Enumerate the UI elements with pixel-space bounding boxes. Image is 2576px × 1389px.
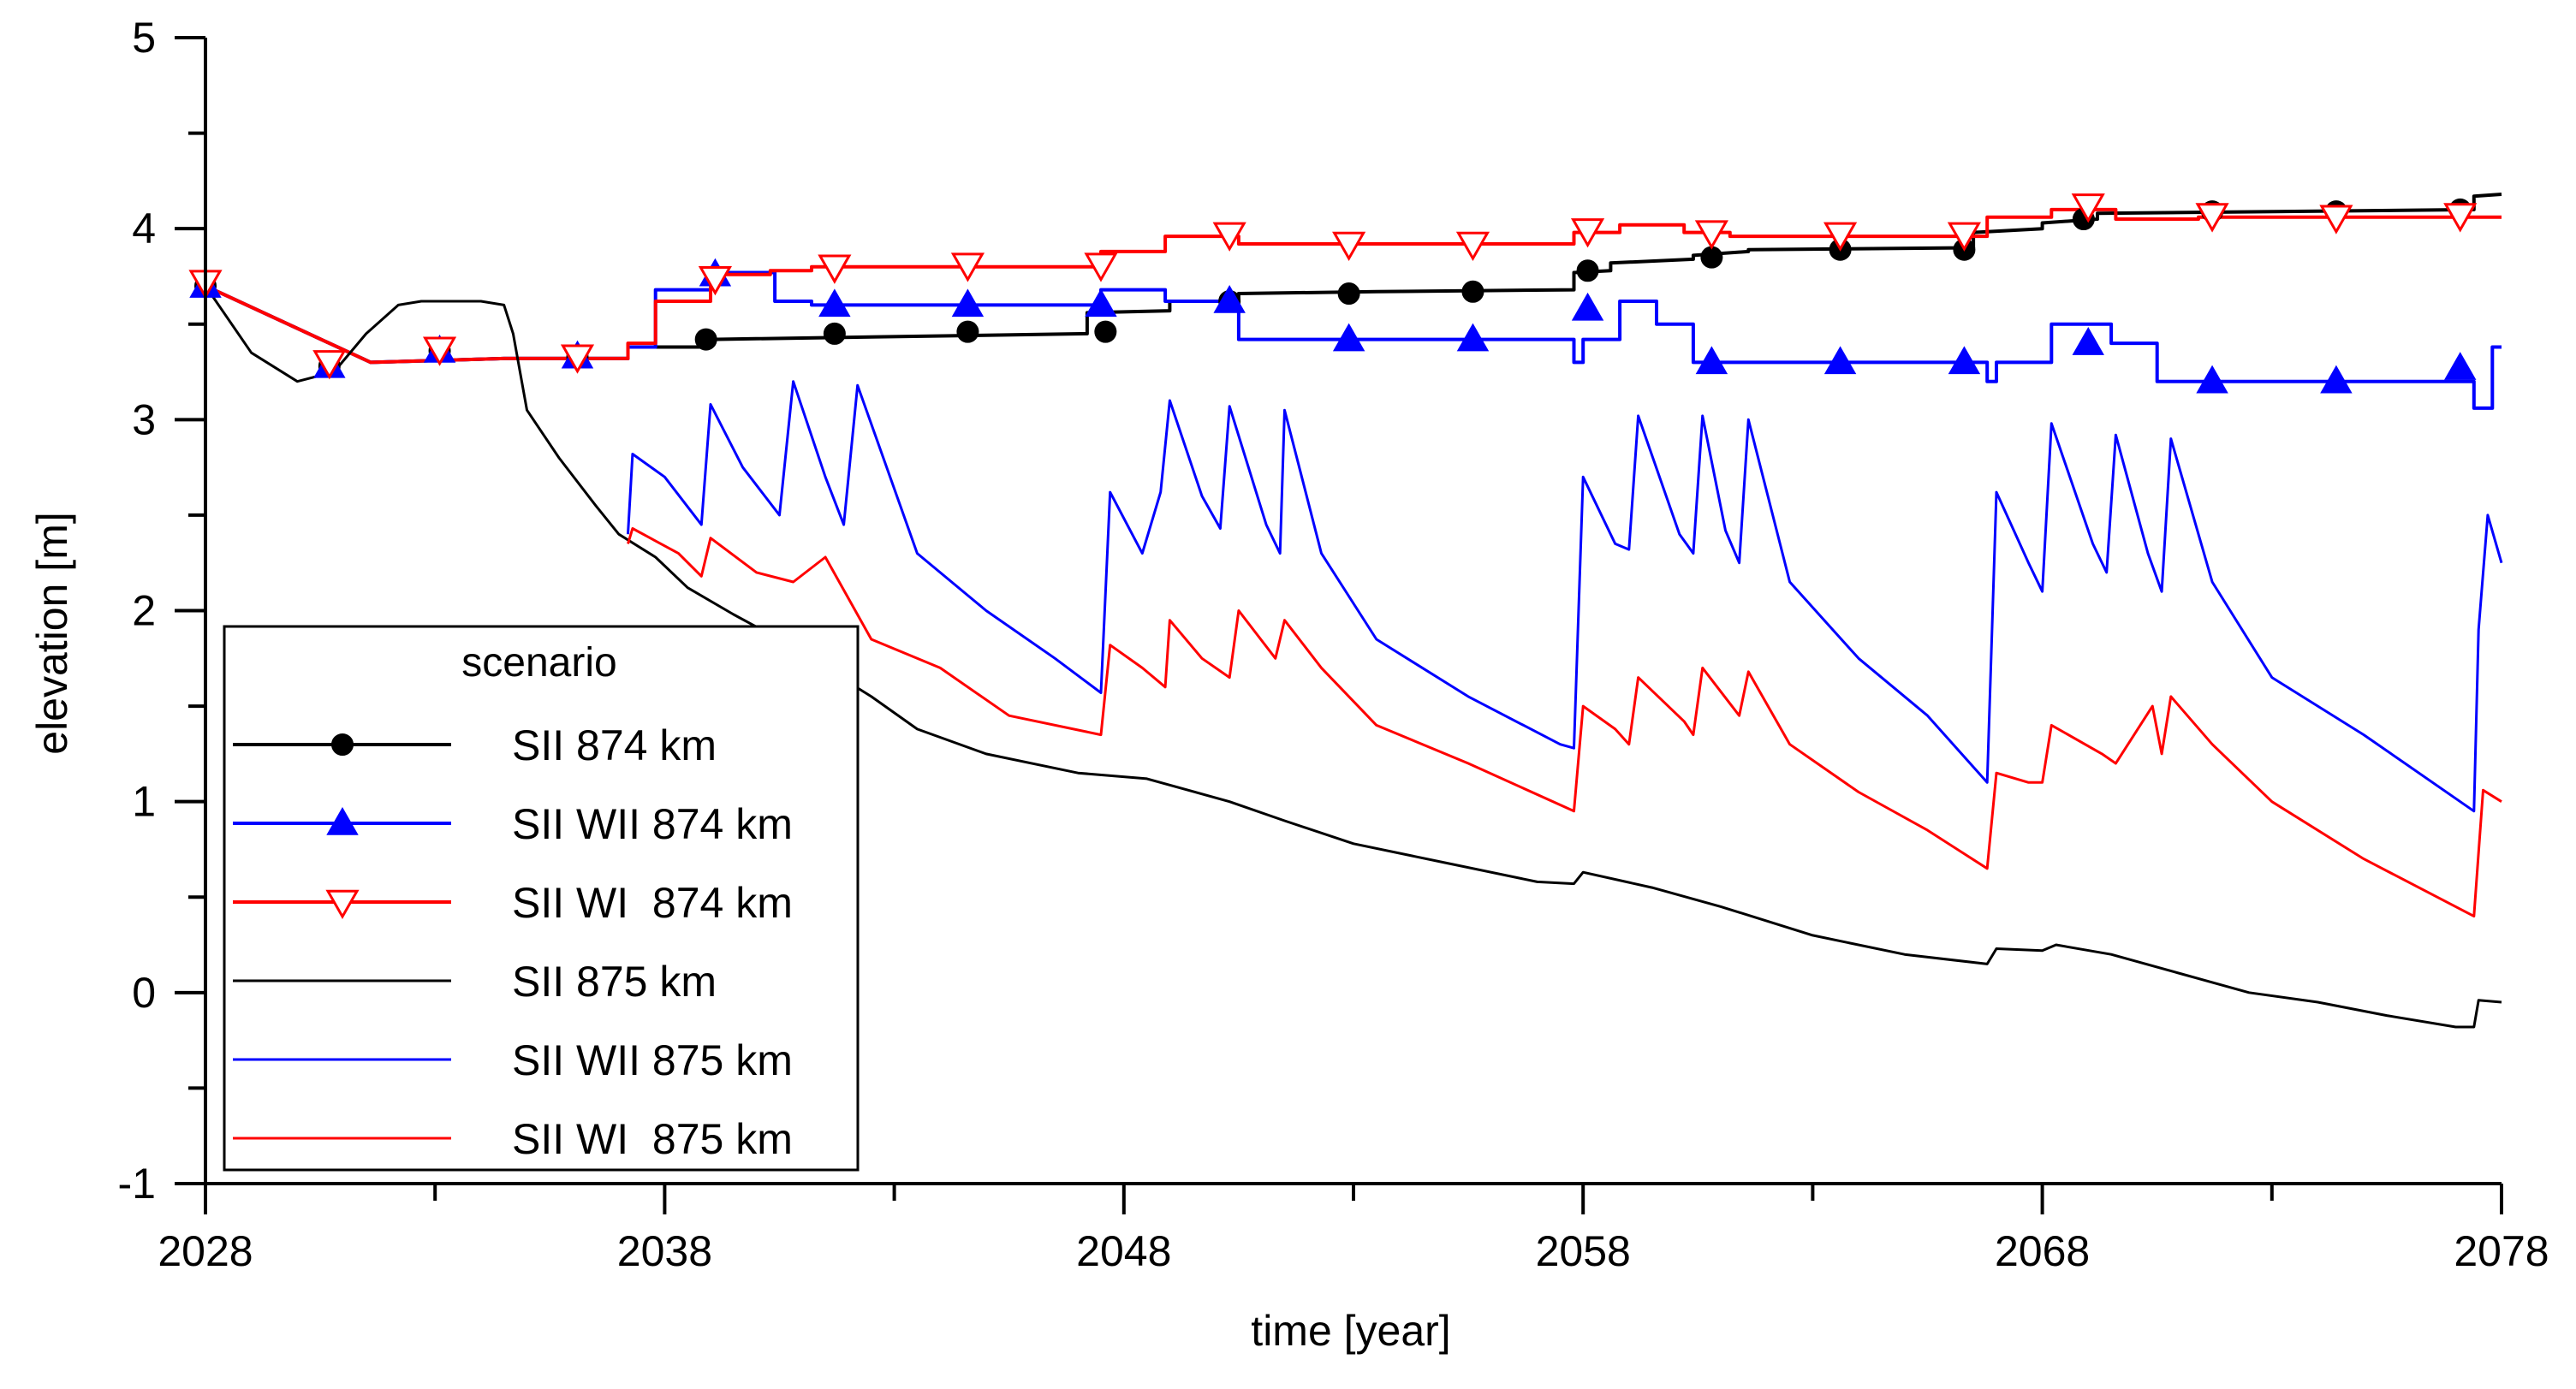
series-2-marker	[1948, 346, 1981, 375]
series-1-marker	[1461, 280, 1484, 303]
y-axis-label: elevation [m]	[28, 512, 76, 754]
x-axis-label: time [year]	[1251, 1307, 1450, 1355]
series-3-marker	[1212, 222, 1246, 252]
legend-label-5: SII WII 875 km	[512, 1036, 793, 1084]
legend-label-2: SII WII 874 km	[512, 800, 793, 848]
series-2-marker	[2072, 327, 2104, 355]
series-3-marker	[1332, 231, 1366, 262]
series-3-marker	[2443, 203, 2478, 233]
legend-box	[223, 625, 860, 1172]
series-2-marker	[1823, 346, 1857, 375]
series-3-marker	[950, 252, 985, 282]
y-tick-label: 2	[132, 587, 156, 635]
series-3-marker	[1694, 220, 1728, 250]
x-tick-label: 2058	[1536, 1227, 1631, 1275]
series-2-marker	[1332, 323, 1365, 352]
series-1-marker	[956, 320, 979, 343]
x-tick-label: 2048	[1076, 1227, 1171, 1275]
series-3-marker	[1570, 218, 1605, 248]
series-1-marker	[1337, 282, 1360, 306]
series-2-marker	[1213, 284, 1246, 313]
legend-marker-3	[325, 889, 360, 920]
y-tick-label: 4	[132, 205, 156, 252]
x-tick-label: 2028	[158, 1227, 253, 1275]
series-3-marker	[1823, 222, 1858, 252]
legend: scenario SII 874 km SII WII 874 km SII WI …	[223, 625, 860, 1172]
legend-label-1: SII 874 km	[512, 721, 717, 769]
series-3-marker	[422, 336, 457, 366]
series-2-marker	[951, 288, 985, 318]
y-tick-label: 5	[132, 14, 156, 62]
series-3-marker	[2319, 205, 2353, 234]
legend-title: scenario	[461, 640, 616, 686]
series-3-marker	[818, 254, 852, 284]
y-tick-label: 0	[132, 969, 156, 1017]
series-1-marker	[1576, 259, 1599, 282]
series-1-marker	[1094, 320, 1117, 343]
series-2-marker	[1085, 288, 1117, 318]
series-1-marker	[1700, 246, 1723, 269]
legend-label-6: SII WI 875 km	[512, 1115, 793, 1163]
axes: 2028 2038 2048 2058 2068 2078 -1 0 1 2 3 4 5	[118, 14, 2549, 1275]
series-line-4	[204, 285, 2502, 1029]
series-2-marker	[1695, 346, 1728, 375]
x-tick-label: 2068	[1995, 1227, 2090, 1275]
legend-label-3: SII WI 874 km	[512, 879, 793, 927]
legend-marker-2	[326, 806, 359, 835]
series-2-marker	[1456, 323, 1490, 352]
legend-label-4: SII 875 km	[512, 958, 717, 1006]
series-3-marker	[1455, 231, 1490, 262]
series-1-marker	[694, 328, 717, 351]
x-tick-label: 2078	[2454, 1227, 2549, 1275]
series-2-marker	[2196, 365, 2228, 394]
y-tick-label: -1	[118, 1160, 156, 1208]
series-2-marker	[2444, 352, 2477, 380]
series-line-3	[205, 207, 2502, 365]
y-tick-label: 3	[132, 395, 156, 443]
marker-layer	[188, 193, 2478, 394]
series-3-marker	[1947, 222, 1981, 252]
series-line-6	[627, 527, 2502, 918]
series-3-marker	[312, 350, 347, 380]
series-3-marker	[698, 265, 732, 296]
series-2-marker	[1571, 292, 1604, 321]
series-2-marker	[818, 288, 851, 318]
series-line-5	[627, 380, 2503, 813]
series-1-marker	[823, 322, 846, 345]
series-3-marker	[2195, 203, 2229, 233]
series-2-marker	[2320, 365, 2353, 394]
series-3-marker	[560, 344, 595, 374]
series-3-marker	[2071, 193, 2105, 223]
legend-entries: SII 874 km SII WII 874 km SII WI 874 km SII…	[233, 721, 793, 1163]
x-tick-label: 2038	[617, 1227, 712, 1275]
series-3-marker	[1084, 252, 1118, 282]
legend-marker-1	[331, 733, 354, 756]
y-tick-label: 1	[132, 778, 156, 826]
